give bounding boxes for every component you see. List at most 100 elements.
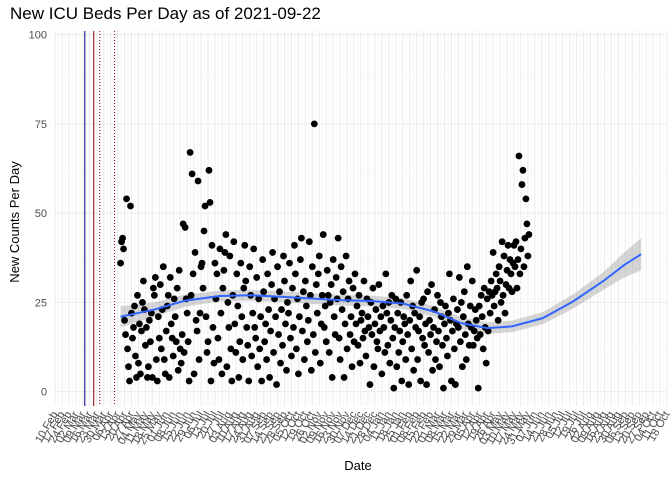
data-point	[196, 309, 204, 317]
data-point	[426, 316, 433, 324]
data-point	[291, 241, 298, 249]
data-point	[410, 366, 418, 374]
data-point	[207, 377, 215, 385]
data-point	[258, 377, 266, 385]
data-point	[326, 299, 334, 306]
data-point	[173, 284, 181, 292]
data-point	[244, 341, 252, 349]
data-point	[400, 313, 408, 321]
data-point	[165, 374, 173, 381]
data-point	[321, 302, 329, 310]
data-point	[390, 384, 398, 392]
data-point	[492, 270, 500, 278]
data-point	[298, 327, 306, 335]
data-point	[489, 249, 497, 256]
data-point	[119, 234, 126, 242]
data-point	[495, 263, 503, 271]
data-point	[249, 309, 257, 317]
data-point	[366, 381, 374, 388]
data-point	[155, 334, 163, 342]
data-point	[130, 324, 137, 331]
data-point	[327, 281, 335, 288]
data-point	[345, 277, 353, 285]
data-point	[255, 295, 263, 303]
data-point	[214, 334, 222, 342]
data-point	[466, 302, 474, 310]
data-point	[475, 302, 483, 310]
data-point	[459, 313, 467, 321]
data-point	[272, 313, 279, 321]
data-point	[342, 252, 350, 260]
data-point	[379, 302, 387, 310]
data-point	[451, 381, 459, 388]
data-point	[312, 281, 320, 288]
data-point	[277, 359, 284, 367]
data-point	[356, 359, 364, 367]
data-point	[134, 291, 141, 299]
data-point	[311, 349, 319, 356]
data-point	[516, 270, 524, 278]
data-point	[407, 277, 415, 285]
y-tick-label: 100	[29, 30, 47, 42]
data-point	[310, 120, 318, 128]
data-point	[194, 177, 202, 185]
data-point	[500, 252, 508, 260]
data-point	[511, 263, 519, 271]
data-point	[382, 270, 390, 278]
data-point	[458, 363, 466, 371]
data-point	[391, 324, 399, 331]
data-point	[152, 356, 160, 363]
data-point	[267, 327, 274, 335]
data-point	[518, 181, 526, 188]
data-point	[202, 313, 210, 321]
data-point	[164, 291, 172, 299]
data-point	[160, 356, 168, 363]
data-point	[191, 249, 199, 256]
data-point	[403, 291, 411, 299]
data-point	[204, 338, 212, 346]
data-point	[242, 277, 250, 285]
data-point	[290, 324, 297, 331]
data-point	[261, 338, 269, 346]
data-point	[482, 359, 490, 367]
data-point	[184, 338, 192, 346]
data-point	[278, 306, 285, 313]
data-point	[153, 377, 161, 385]
y-axis-ticks: 0 25 50 75 100	[29, 30, 47, 399]
data-point	[329, 256, 337, 263]
reference-lines	[84, 31, 116, 406]
data-point	[455, 274, 463, 281]
data-point	[445, 309, 452, 317]
data-point	[211, 259, 219, 267]
data-point	[373, 338, 381, 346]
data-point	[190, 370, 198, 378]
data-point	[314, 270, 322, 278]
data-point	[149, 284, 157, 292]
data-point	[203, 349, 211, 356]
data-point	[253, 274, 261, 281]
data-point	[198, 259, 206, 267]
data-point	[275, 331, 282, 338]
data-point	[185, 377, 193, 385]
data-point	[124, 345, 131, 353]
data-point	[383, 309, 391, 317]
data-point	[140, 277, 147, 285]
data-point	[225, 324, 233, 331]
data-point	[354, 341, 362, 349]
data-point	[315, 252, 323, 260]
data-point	[288, 352, 295, 360]
data-point	[463, 263, 471, 271]
data-point	[259, 256, 267, 263]
data-point	[135, 359, 142, 367]
data-point	[395, 349, 403, 356]
data-point	[289, 284, 296, 292]
data-point	[371, 320, 379, 328]
data-point	[162, 327, 170, 335]
data-point	[230, 238, 238, 246]
data-point	[402, 356, 410, 363]
data-point	[355, 291, 363, 299]
data-point	[308, 263, 316, 271]
data-point	[251, 324, 259, 331]
data-point	[353, 302, 361, 310]
